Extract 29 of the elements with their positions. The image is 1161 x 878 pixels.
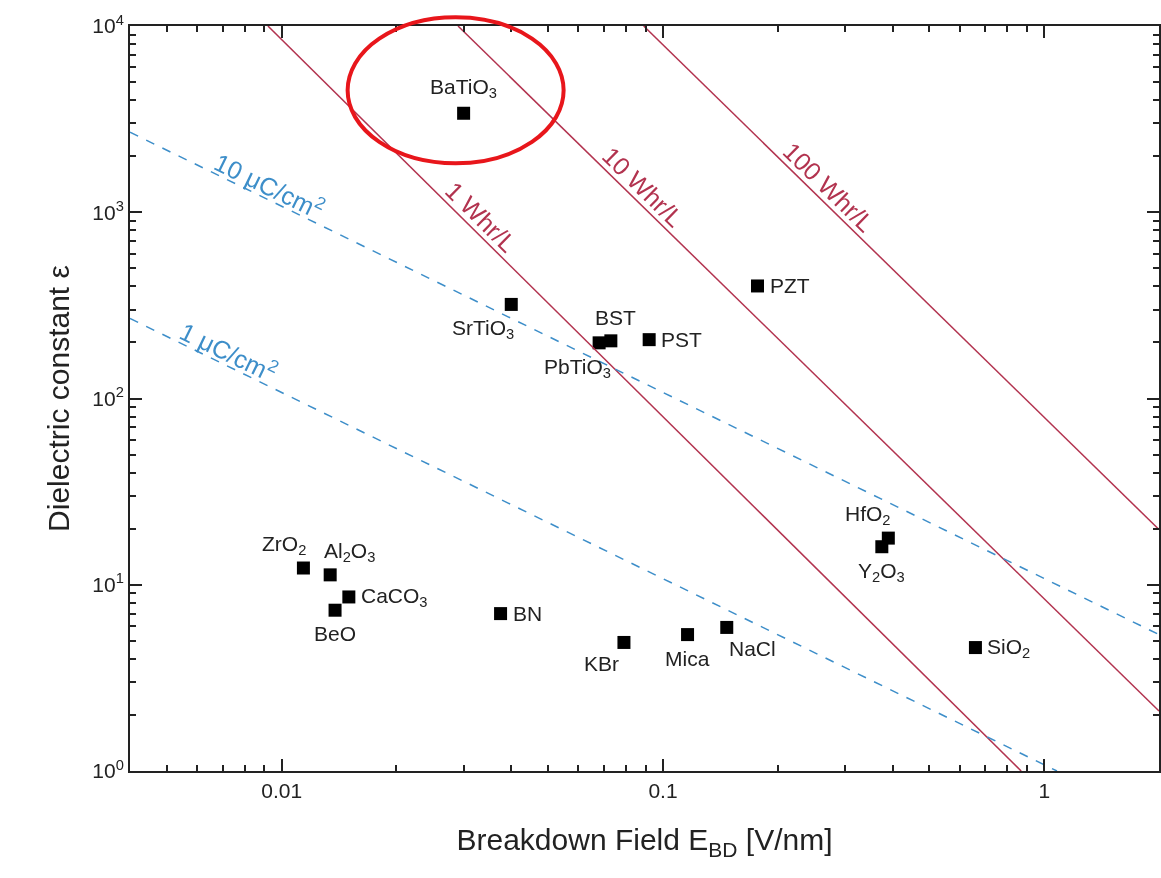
annotation: Mica	[665, 647, 710, 670]
y-tick-label: 10$^{0}$	[92, 756, 124, 783]
annotation: HfO$_{2}$	[845, 502, 891, 529]
annotation: BeO	[314, 622, 357, 645]
x-axis-title: Breakdown Field E$_{BD}$ [V/nm]	[456, 823, 833, 861]
annotation: PbTiO$_{3}$	[544, 355, 611, 382]
annotation: KBr	[584, 652, 620, 675]
x-tick-label: 0.1	[648, 779, 678, 803]
annotation: BaTiO$_{3}$	[430, 75, 497, 102]
annotation: BST	[595, 306, 637, 329]
x-tick-label: 0.01	[261, 779, 303, 803]
annotation: PST	[661, 328, 703, 351]
text: 1 μC/cm$^{2}$	[175, 313, 283, 388]
y-axis-title: Dielectric constant ε	[41, 265, 75, 532]
y-tick-label: 10$^{2}$	[92, 384, 124, 410]
annotation: Al$_{2}$O$_{3}$	[324, 539, 376, 566]
annotation: ZrO$_{2}$	[262, 532, 307, 559]
annotation: PZT	[770, 274, 810, 297]
annotation: NaCl	[729, 637, 776, 660]
y-tick-label: 10$^{3}$	[92, 197, 124, 224]
annotation: SrTiO$_{3}$	[452, 316, 515, 343]
text: 10 μC/cm$^{2}$	[210, 144, 330, 225]
y-tick-label: 10$^{4}$	[92, 11, 124, 38]
annotation: BN	[513, 602, 543, 625]
y-tick-label: 10$^{1}$	[92, 570, 124, 597]
annotation: SiO$_{2}$	[987, 635, 1031, 662]
x-tick-label: 1	[1038, 779, 1051, 803]
annotation: CaCO$_{3}$	[361, 584, 428, 611]
annotation: Y$_{2}$O$_{3}$	[858, 559, 905, 586]
